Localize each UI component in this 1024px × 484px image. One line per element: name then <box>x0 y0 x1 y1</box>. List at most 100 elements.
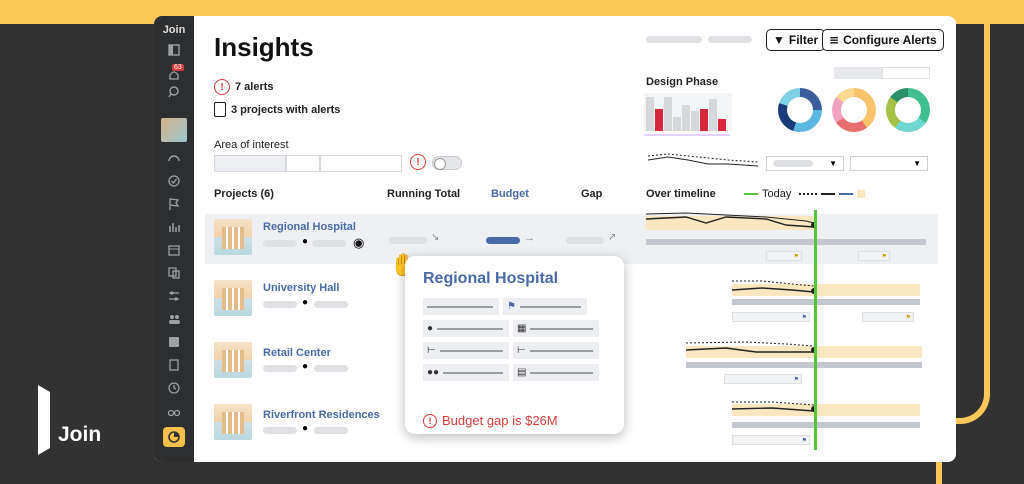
app-window: Join 63 Insights ▼ Filter ≡ Configure Aler… <box>154 16 956 462</box>
configure-alerts-button[interactable]: ≡ Configure Alerts <box>822 29 944 51</box>
projects-with-alerts: 3 projects with alerts <box>214 102 340 117</box>
insights-icon[interactable] <box>163 427 185 447</box>
location-pin-icon: ● <box>302 297 309 308</box>
budget-bar <box>486 237 520 244</box>
design-phase-chart <box>644 93 732 136</box>
layout-icon[interactable] <box>165 42 183 58</box>
timeline-chart <box>646 212 817 228</box>
popup-field: ▦ <box>513 320 599 337</box>
bar-chart-icon[interactable] <box>165 219 183 235</box>
col-running-total[interactable]: Running Total <box>387 188 461 200</box>
timeline-bar <box>646 239 926 245</box>
location-pin-icon: ● <box>427 323 434 334</box>
binoculars-icon[interactable] <box>165 403 183 419</box>
placeholder-pill <box>314 427 348 434</box>
donut-chart <box>778 88 822 132</box>
project-name-link[interactable]: Riverfront Residences <box>263 409 380 421</box>
area-segment[interactable] <box>214 155 286 172</box>
col-gap[interactable]: Gap <box>581 188 603 200</box>
calendar-icon[interactable] <box>165 242 183 258</box>
brand-wordmark: Join <box>58 423 102 446</box>
book-icon[interactable] <box>165 357 183 373</box>
check-circle-icon[interactable] <box>165 173 183 189</box>
arrow-down-right-icon: ↘ <box>431 232 440 243</box>
col-over-timeline[interactable]: Over timeline <box>646 188 716 200</box>
timeline-tag: ⚑ <box>732 435 810 445</box>
main-content: Insights ▼ Filter ≡ Configure Alerts ! 7 al… <box>194 16 956 462</box>
timeline-tag: ⚑ <box>766 251 802 261</box>
timeline-select[interactable]: ▼ <box>766 156 844 171</box>
accent-line-curve <box>940 364 990 424</box>
location-pin-icon: ● <box>302 361 309 372</box>
timeline-select[interactable]: ▼ <box>850 156 928 171</box>
area-segment[interactable] <box>320 155 402 172</box>
book-icon <box>214 102 226 117</box>
sidebar: Join 63 <box>154 16 194 462</box>
square-icon[interactable] <box>165 334 183 350</box>
page-title: Insights <box>214 32 314 62</box>
people-icon: ●● <box>427 367 440 378</box>
filter-button[interactable]: ▼ Filter <box>766 29 826 51</box>
people-icon[interactable] <box>165 311 183 327</box>
popup-field: ▤ <box>513 364 599 381</box>
placeholder-pill <box>263 240 297 247</box>
timeline-band <box>646 216 814 230</box>
timeline-tag: ⚑ <box>724 374 802 384</box>
timeline-bar <box>686 362 922 368</box>
alerts-count: 7 alerts <box>235 81 274 93</box>
gauge-icon[interactable] <box>165 150 183 166</box>
budget-gap-text: Budget gap is $26M <box>442 413 558 428</box>
timeline-tag: ⚑ <box>862 312 914 322</box>
project-thumbnail[interactable] <box>161 118 187 142</box>
history-icon[interactable] <box>165 380 183 396</box>
popup-field <box>423 298 499 315</box>
period-toggle[interactable] <box>834 67 882 79</box>
search-icon[interactable] <box>165 84 183 100</box>
area-label: Area of interest <box>214 139 289 151</box>
popup-field: ●● <box>423 364 509 381</box>
flag-icon[interactable] <box>165 196 183 212</box>
hierarchy-icon: ⊢ <box>427 345 436 356</box>
building-icon: ▦ <box>517 323 527 334</box>
project-thumbnail[interactable] <box>214 342 252 378</box>
area-segment[interactable] <box>286 155 320 172</box>
swap-icon[interactable] <box>165 265 183 281</box>
period-toggle[interactable] <box>882 67 930 79</box>
placeholder-pill <box>708 36 752 43</box>
placeholder-pill <box>263 365 297 372</box>
timeline-chart <box>732 280 817 294</box>
col-projects[interactable]: Projects (6) <box>214 188 274 200</box>
popup-title: Regional Hospital <box>423 270 559 287</box>
location-pin-icon: ● <box>302 236 309 247</box>
project-name-link[interactable]: Retail Center <box>263 347 331 359</box>
notification-count: 63 <box>172 64 184 71</box>
project-thumbnail[interactable] <box>214 404 252 440</box>
mini-sparkline <box>648 153 759 167</box>
popup-field: ⊢ <box>423 342 509 359</box>
alerts-summary: ! 7 alerts <box>214 79 274 95</box>
configure-alerts-label: Configure Alerts <box>843 33 937 47</box>
legend-today: Today <box>744 188 866 200</box>
alert-icon: ! <box>423 413 437 428</box>
project-name-link[interactable]: University Hall <box>263 282 340 294</box>
placeholder-pill <box>314 365 348 372</box>
donut-chart <box>832 88 876 132</box>
projects-alert-count: 3 projects with alerts <box>231 103 341 116</box>
timeline-chart <box>732 401 817 412</box>
col-budget[interactable]: Budget <box>491 188 529 200</box>
placeholder-pill <box>263 427 297 434</box>
timeline-band <box>732 284 920 296</box>
sliders-icon[interactable] <box>165 288 183 304</box>
project-thumbnail[interactable] <box>214 219 252 255</box>
placeholder-pill <box>263 301 297 308</box>
project-popup: Regional Hospital ⚑ ● ▦ ⊢ ⊢ ●● ▤ ! Budget… <box>405 256 624 434</box>
timeline-chart <box>686 341 817 353</box>
project-name-link[interactable]: Regional Hospital <box>263 221 356 233</box>
placeholder-pill <box>646 36 702 43</box>
project-thumbnail[interactable] <box>214 280 252 316</box>
alert-toggle[interactable] <box>432 156 462 170</box>
sidebar-logo[interactable]: Join <box>162 24 186 36</box>
donut-chart <box>886 88 930 132</box>
bell-icon[interactable] <box>165 68 183 84</box>
popup-field: ⚑ <box>503 298 587 315</box>
